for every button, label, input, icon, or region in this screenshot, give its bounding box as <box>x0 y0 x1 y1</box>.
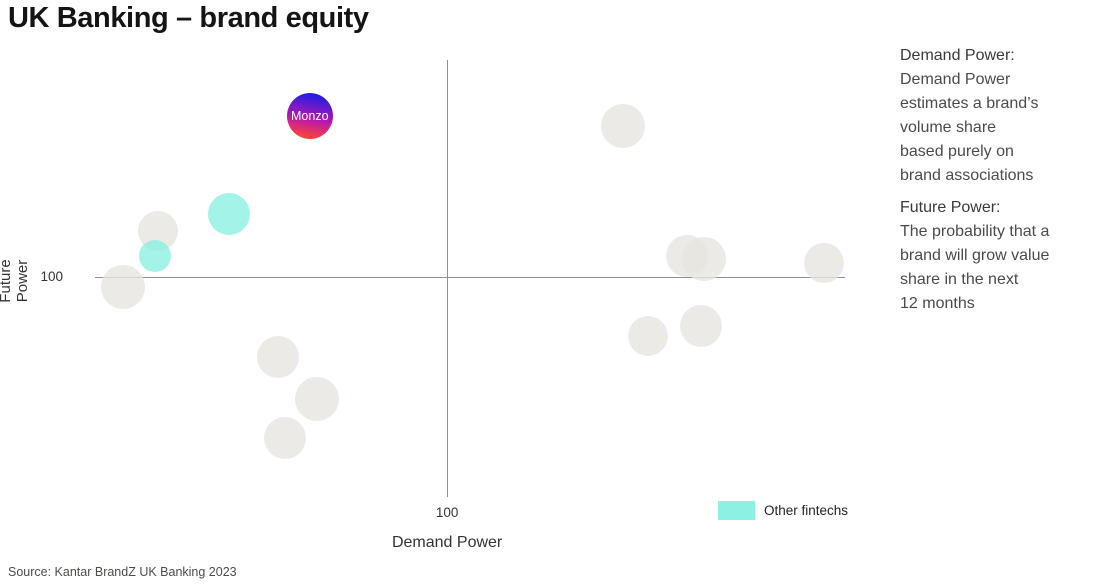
future-power-text: The probability that a brand will grow va… <box>900 223 1050 312</box>
x-axis-line <box>95 276 845 278</box>
other-fintechs-bubble <box>207 192 250 235</box>
x-axis-tick-100: 100 <box>435 505 459 520</box>
y-axis-tick-100: 100 <box>40 268 63 284</box>
monzo-bubble-label: Monzo <box>291 108 329 123</box>
x-axis-label: Demand Power <box>391 534 503 551</box>
banks-bubble <box>101 265 146 310</box>
banks-bubble <box>294 377 339 422</box>
page-title: UK Banking – brand equity <box>8 2 369 34</box>
banks-bubble <box>264 416 307 459</box>
other-fintechs-legend-label: Other fintechs <box>764 503 849 518</box>
monzo-bubble: Monzo <box>286 92 333 139</box>
other-fintechs-legend-swatch <box>718 501 755 520</box>
banks-bubble <box>679 304 722 347</box>
banks-bubble <box>601 104 646 149</box>
legend: Other fintechs <box>718 501 848 520</box>
banks-bubble <box>682 237 727 282</box>
banks-bubble <box>627 316 668 357</box>
demand-power-text: Demand Power estimates a brand’s volume sh… <box>900 71 1039 184</box>
banks-bubble <box>803 242 844 283</box>
banks-bubble <box>257 336 300 379</box>
other-fintechs-bubble <box>138 239 171 272</box>
source-note: Source: Kantar BrandZ UK Banking 2023 <box>8 565 237 579</box>
demand-power-heading: Demand Power: <box>900 47 1015 64</box>
future-power-definition: Future Power: The probability that a bran… <box>900 196 1098 316</box>
future-power-heading: Future Power: <box>900 199 1001 216</box>
y-axis-line <box>447 60 449 497</box>
demand-power-definition: Demand Power: Demand Power estimates a br… <box>900 44 1098 188</box>
definitions-panel: Demand Power: Demand Power estimates a br… <box>900 44 1098 324</box>
